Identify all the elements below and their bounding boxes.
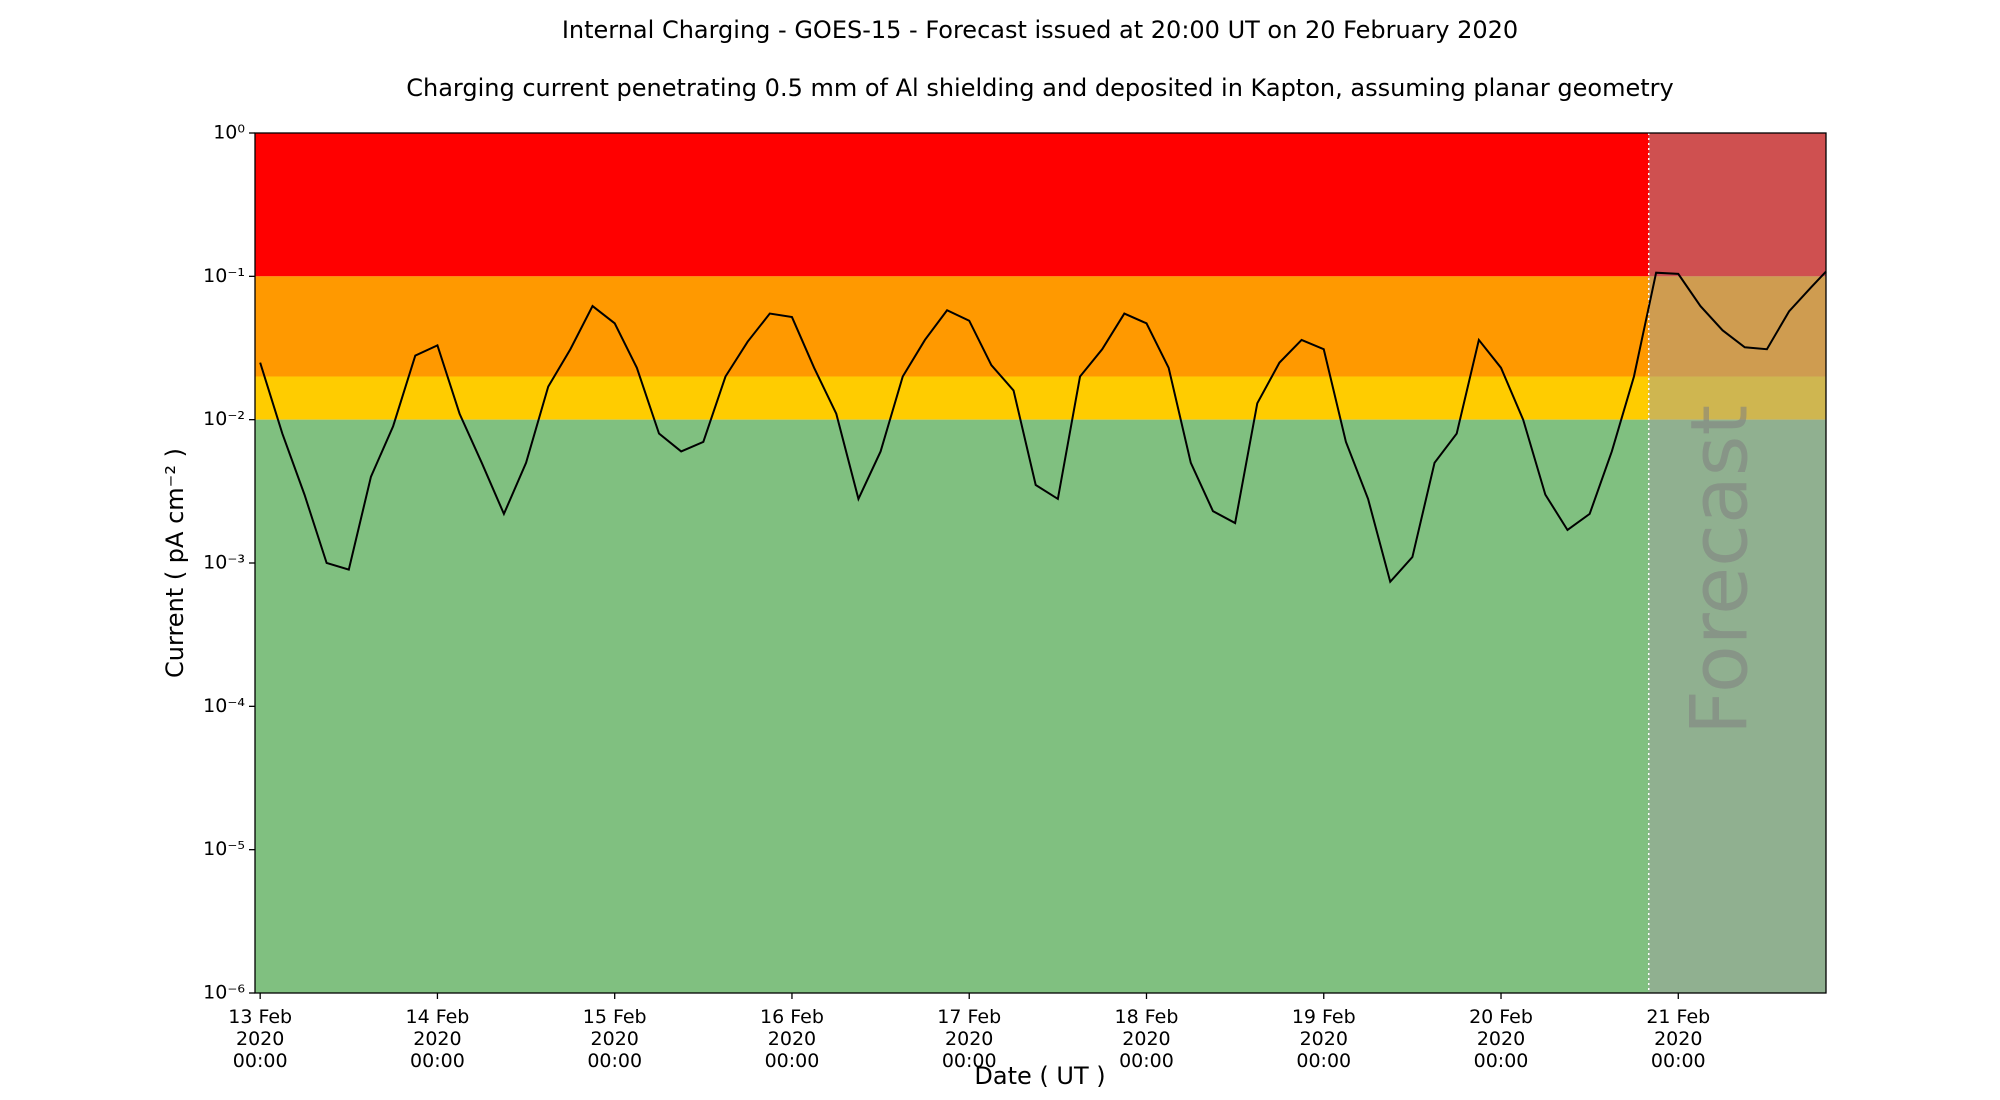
x-tick-label: 18 Feb 2020 00:00	[1115, 1006, 1179, 1072]
x-tick-label-line: 18 Feb	[1115, 1006, 1179, 1028]
y-tick-label: 10⁻³	[203, 552, 245, 574]
x-tick-label: 19 Feb 2020 00:00	[1292, 1006, 1356, 1072]
x-tick-label-line: 2020	[236, 1028, 284, 1050]
threshold-band	[255, 419, 1826, 994]
chart-subtitle: Charging current penetrating 0.5 mm of A…	[406, 74, 1674, 102]
y-tick-label: 10⁻¹	[203, 265, 245, 287]
y-tick-label: 10⁻⁶	[203, 982, 245, 1004]
x-tick-label-line: 2020	[413, 1028, 461, 1050]
x-tick-label-line: 2020	[1477, 1028, 1525, 1050]
x-tick-label-line: 00:00	[1296, 1050, 1351, 1072]
y-axis-label: Current ( pA cm⁻² )	[161, 448, 189, 678]
x-tick-label-line: 2020	[591, 1028, 639, 1050]
x-tick-label-line: 00:00	[1651, 1050, 1706, 1072]
x-tick-label-line: 2020	[1654, 1028, 1702, 1050]
x-tick-label: 16 Feb 2020 00:00	[760, 1006, 824, 1072]
y-tick-label: 10⁻⁵	[203, 838, 245, 860]
y-tick-label: 10⁻²	[203, 408, 245, 430]
x-tick-label-line: 00:00	[765, 1050, 820, 1072]
x-tick-label-line: 2020	[1300, 1028, 1348, 1050]
x-tick-label-line: 20 Feb	[1469, 1006, 1533, 1028]
x-tick-label-line: 15 Feb	[583, 1006, 647, 1028]
x-tick-label-line: 00:00	[942, 1050, 997, 1072]
x-tick-label-line: 14 Feb	[406, 1006, 470, 1028]
data-line	[259, 270, 1827, 584]
x-tick-label: 17 Feb 2020 00:00	[937, 1006, 1001, 1072]
y-tick-label: 10⁰	[213, 122, 245, 144]
threshold-band	[255, 276, 1826, 377]
x-tick-label-line: 00:00	[587, 1050, 642, 1072]
x-tick-label: 15 Feb 2020 00:00	[583, 1006, 647, 1072]
y-tick-label: 10⁻⁴	[203, 695, 245, 717]
threshold-band	[255, 133, 1826, 277]
x-tick-label-line: 00:00	[1119, 1050, 1174, 1072]
x-tick-label-line: 13 Feb	[228, 1006, 292, 1028]
x-tick-label-line: 00:00	[1474, 1050, 1529, 1072]
x-tick-label-line: 17 Feb	[937, 1006, 1001, 1028]
x-tick-label-line: 2020	[1122, 1028, 1170, 1050]
x-tick-label-line: 21 Feb	[1646, 1006, 1710, 1028]
threshold-band	[255, 376, 1826, 420]
forecast-label: Forecast	[1675, 405, 1765, 735]
x-tick-label-line: 16 Feb	[760, 1006, 824, 1028]
forecast-shade	[1648, 133, 1826, 993]
x-tick-label-line: 00:00	[233, 1050, 288, 1072]
x-tick-label: 20 Feb 2020 00:00	[1469, 1006, 1533, 1072]
x-tick-label-line: 19 Feb	[1292, 1006, 1356, 1028]
x-tick-label-line: 00:00	[410, 1050, 465, 1072]
chart-title: Internal Charging - GOES-15 - Forecast i…	[562, 16, 1518, 44]
x-tick-label-line: 2020	[768, 1028, 816, 1050]
x-tick-label: 14 Feb 2020 00:00	[406, 1006, 470, 1072]
x-tick-label: 13 Feb 2020 00:00	[228, 1006, 292, 1072]
x-tick-label-line: 2020	[945, 1028, 993, 1050]
x-axis-label: Date ( UT )	[974, 1062, 1105, 1090]
x-tick-label: 21 Feb 2020 00:00	[1646, 1006, 1710, 1072]
